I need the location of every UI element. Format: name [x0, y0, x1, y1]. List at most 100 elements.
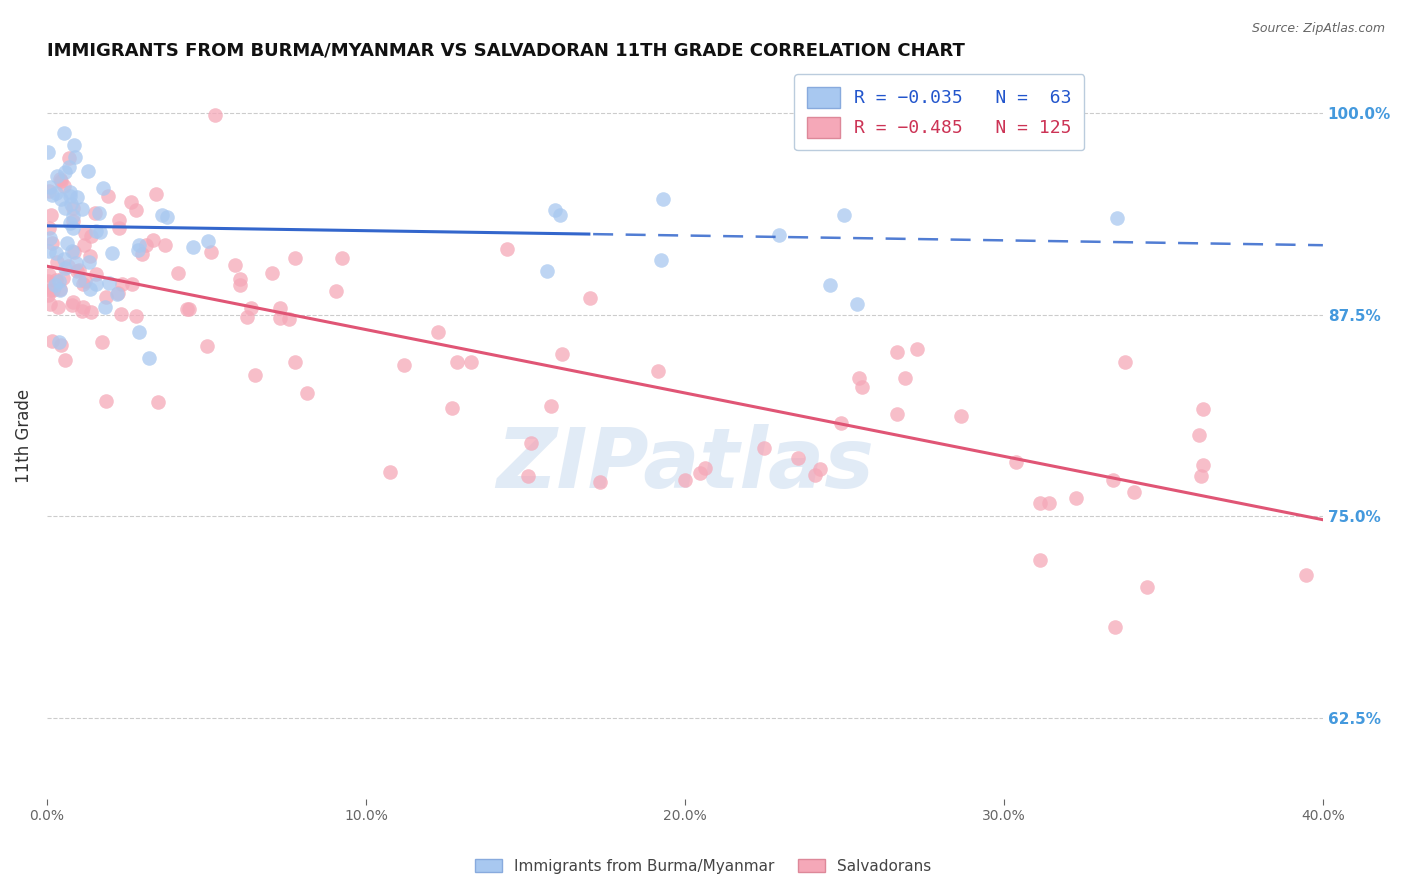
Point [53, 126, 76, 140]
Point [48, 274, 70, 288]
Point [66, 264, 89, 278]
Point [768, 228, 790, 243]
Point [284, 251, 307, 265]
Point [73, 238, 96, 252]
Point [49, 337, 72, 351]
Point [269, 311, 291, 326]
Point [51, 192, 73, 206]
Point [110, 307, 132, 321]
Legend: Immigrants from Burma/Myanmar, Salvadorans: Immigrants from Burma/Myanmar, Salvadora… [468, 853, 938, 880]
Point [38, 244, 60, 258]
Point [1189, 469, 1212, 483]
Text: Source: ZipAtlas.com: Source: ZipAtlas.com [1251, 22, 1385, 36]
Point [91, 181, 114, 195]
Point [39, 208, 62, 222]
Point [1029, 496, 1052, 510]
Point [56, 235, 79, 250]
Point [87, 206, 110, 220]
Point [128, 238, 150, 252]
Point [59, 216, 82, 230]
Point [1105, 211, 1128, 226]
Point [578, 292, 600, 306]
Point [38, 268, 60, 282]
Point [62, 210, 84, 224]
Point [111, 277, 134, 292]
Point [67, 273, 90, 287]
Point [330, 252, 353, 266]
Text: IMMIGRANTS FROM BURMA/MYANMAR VS SALVADORAN 11TH GRADE CORRELATION CHART: IMMIGRANTS FROM BURMA/MYANMAR VS SALVADO… [46, 42, 965, 60]
Point [107, 213, 129, 227]
Point [1029, 553, 1052, 567]
Point [65, 256, 87, 270]
Point [673, 473, 696, 487]
Point [108, 221, 131, 235]
Point [520, 436, 543, 450]
Point [177, 301, 200, 316]
Point [48, 300, 70, 314]
Point [84, 224, 107, 238]
Point [239, 301, 262, 315]
Point [426, 326, 449, 340]
Point [200, 245, 222, 260]
Point [53, 353, 76, 368]
Point [77, 163, 100, 178]
Point [905, 342, 928, 356]
Point [101, 245, 124, 260]
Point [536, 264, 558, 278]
Point [441, 401, 464, 416]
Point [96, 290, 118, 304]
Point [647, 364, 669, 378]
Point [752, 441, 775, 455]
Point [37, 288, 59, 302]
Point [51, 174, 73, 188]
Point [818, 278, 841, 293]
Point [97, 189, 120, 203]
Point [38, 231, 60, 245]
Point [38, 184, 60, 198]
Point [62, 202, 84, 216]
Point [236, 310, 259, 324]
Point [894, 371, 917, 385]
Point [62, 138, 84, 153]
Y-axis label: 11th Grade: 11th Grade [15, 389, 32, 483]
Point [851, 380, 873, 394]
Point [204, 108, 226, 122]
Point [950, 409, 973, 423]
Point [121, 277, 143, 291]
Point [146, 395, 169, 409]
Point [62, 213, 84, 227]
Point [460, 355, 482, 369]
Point [107, 285, 129, 300]
Point [42, 283, 65, 297]
Point [886, 345, 908, 359]
Point [84, 277, 107, 291]
Point [550, 347, 572, 361]
Point [138, 351, 160, 365]
Point [589, 475, 612, 490]
Point [79, 249, 101, 263]
Point [145, 186, 167, 201]
Point [53, 165, 76, 179]
Point [45, 273, 67, 287]
Point [808, 462, 831, 476]
Point [39, 296, 62, 310]
Point [56, 260, 79, 274]
Point [224, 258, 246, 272]
Point [830, 417, 852, 431]
Point [548, 208, 571, 222]
Point [245, 368, 267, 382]
Point [52, 271, 75, 285]
Point [48, 334, 70, 349]
Point [650, 253, 672, 268]
Point [45, 169, 67, 183]
Point [297, 385, 319, 400]
Point [80, 305, 103, 319]
Point [41, 235, 63, 250]
Point [79, 282, 101, 296]
Point [277, 311, 299, 326]
Point [1101, 473, 1123, 487]
Point [44, 277, 66, 292]
Point [832, 208, 855, 222]
Point [195, 339, 218, 353]
Point [1191, 401, 1213, 416]
